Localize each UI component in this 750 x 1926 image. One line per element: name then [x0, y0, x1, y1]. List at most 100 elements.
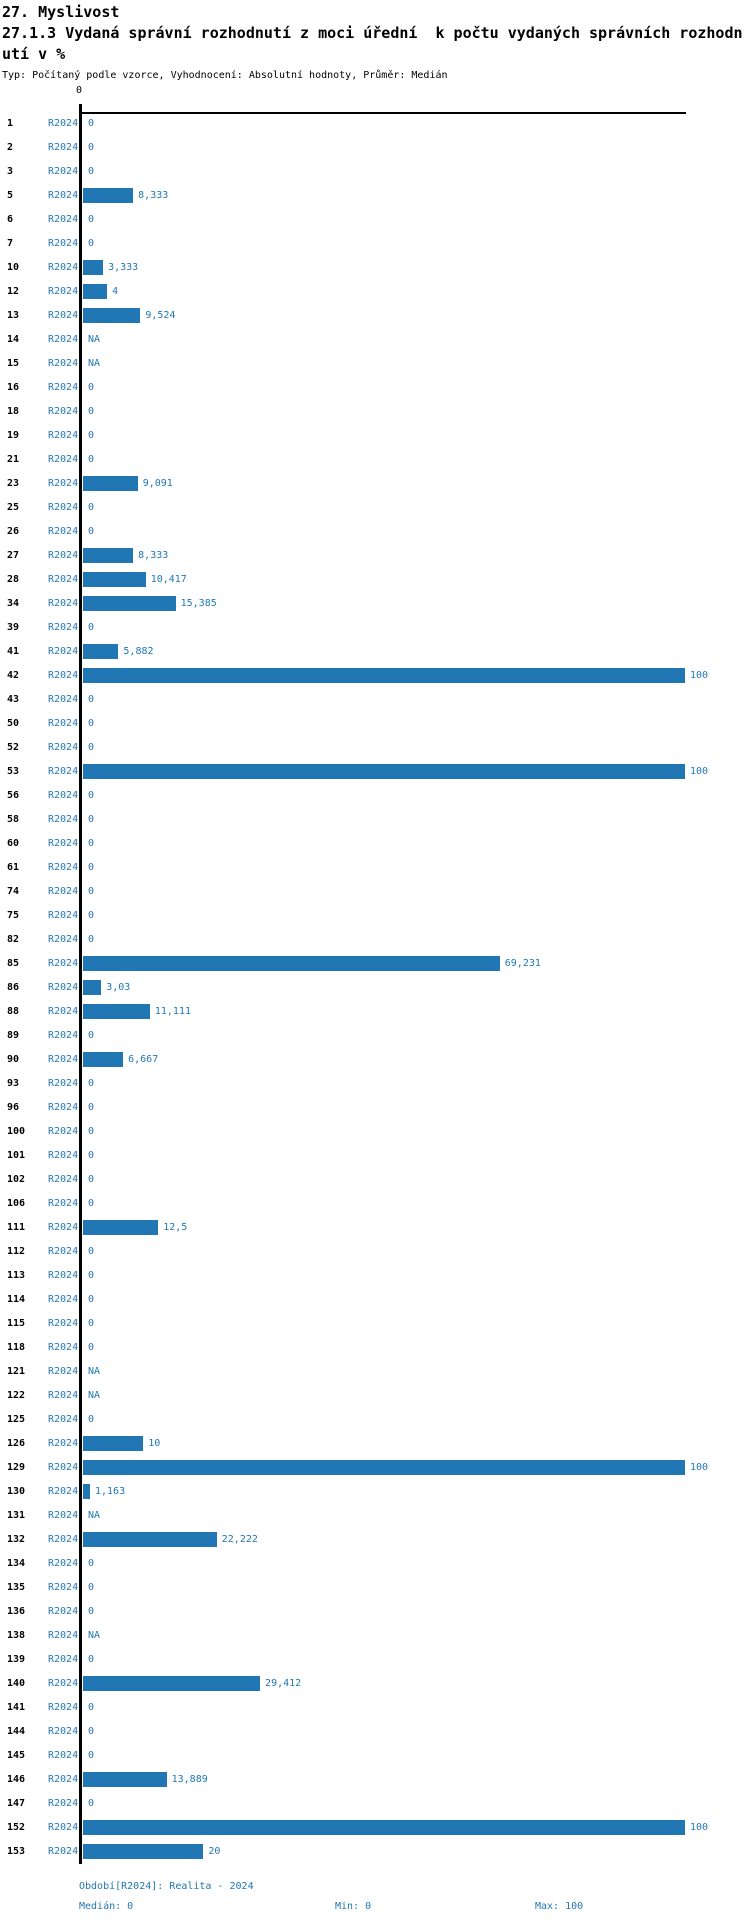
- series-label: R2024: [48, 189, 79, 201]
- row-id-label: 135: [7, 1581, 26, 1593]
- series-label: R2024: [48, 1701, 79, 1713]
- series-label: R2024: [48, 1125, 79, 1137]
- bar-area: 0: [83, 135, 94, 159]
- bar-area: 0: [83, 1335, 94, 1359]
- row-id-label: 43: [7, 693, 20, 705]
- value-label: 8,333: [138, 549, 169, 561]
- chart-row: 39 R2024 0: [0, 615, 750, 639]
- series-label: R2024: [48, 405, 79, 417]
- series-label: R2024: [48, 1341, 79, 1353]
- series-label: R2024: [48, 381, 79, 393]
- row-id-label: 145: [7, 1749, 26, 1761]
- value-label: 29,412: [265, 1677, 302, 1689]
- series-label: R2024: [48, 573, 79, 585]
- value-label: 0: [88, 213, 95, 225]
- value-label: 0: [88, 1725, 95, 1737]
- value-label: 3,03: [106, 981, 131, 993]
- series-label: R2024: [48, 213, 79, 225]
- bar-area: 0: [83, 1743, 94, 1767]
- row-id-label: 136: [7, 1605, 26, 1617]
- row-id-label: 113: [7, 1269, 26, 1281]
- value-label: 4: [112, 285, 119, 297]
- row-id-label: 115: [7, 1317, 26, 1329]
- value-label: 0: [88, 741, 95, 753]
- row-id-label: 144: [7, 1725, 26, 1737]
- value-label: 0: [88, 885, 95, 897]
- series-label: R2024: [48, 909, 79, 921]
- row-id-label: 85: [7, 957, 20, 969]
- chart-row: 18 R2024 0: [0, 399, 750, 423]
- row-id-label: 138: [7, 1629, 26, 1641]
- row-id-label: 146: [7, 1773, 26, 1785]
- series-label: R2024: [48, 1773, 79, 1785]
- bar-area: 0: [83, 879, 94, 903]
- chart-row: 144 R2024 0: [0, 1719, 750, 1743]
- chart-row: 34 R2024 15,385: [0, 591, 750, 615]
- series-label: R2024: [48, 1365, 79, 1377]
- value-label: 0: [88, 1557, 95, 1569]
- series-label: R2024: [48, 1461, 79, 1473]
- bar-area: 0: [83, 1119, 94, 1143]
- value-bar: [83, 1003, 150, 1019]
- value-label: 0: [88, 1605, 95, 1617]
- bar-area: 0: [83, 687, 94, 711]
- value-label: NA: [88, 357, 101, 369]
- chart-row: 134 R2024 0: [0, 1551, 750, 1575]
- chart-row: 115 R2024 0: [0, 1311, 750, 1335]
- value-label: 13,889: [171, 1773, 208, 1785]
- row-id-label: 10: [7, 261, 20, 273]
- chart-row: 147 R2024 0: [0, 1791, 750, 1815]
- bar-area: 6,667: [83, 1047, 158, 1071]
- series-label: R2024: [48, 1245, 79, 1257]
- bar-area: NA: [83, 1623, 100, 1647]
- bar-area: 0: [83, 1167, 94, 1191]
- value-label: 0: [88, 1077, 95, 1089]
- chart-row: 52 R2024 0: [0, 735, 750, 759]
- value-label: 9,091: [142, 477, 173, 489]
- series-label: R2024: [48, 1149, 79, 1161]
- value-bar: [83, 1435, 144, 1451]
- value-bar: [83, 475, 138, 491]
- value-label: 3,333: [108, 261, 139, 273]
- chart-row: 146 R2024 13,889: [0, 1767, 750, 1791]
- bar-area: 0: [83, 207, 94, 231]
- value-label: 0: [88, 693, 95, 705]
- value-label: 22,222: [221, 1533, 258, 1545]
- value-label: 0: [88, 525, 95, 537]
- bar-area: 0: [83, 1695, 94, 1719]
- value-label: 0: [88, 1197, 95, 1209]
- bar-area: 0: [83, 1143, 94, 1167]
- row-id-label: 88: [7, 1005, 20, 1017]
- series-label: R2024: [48, 933, 79, 945]
- bar-area: 0: [83, 159, 94, 183]
- series-label: R2024: [48, 1101, 79, 1113]
- row-id-label: 100: [7, 1125, 26, 1137]
- series-label: R2024: [48, 1413, 79, 1425]
- series-label: R2024: [48, 501, 79, 513]
- bar-area: 0: [83, 399, 94, 423]
- value-bar: [83, 595, 176, 611]
- series-label: R2024: [48, 357, 79, 369]
- value-bar: [83, 1819, 685, 1835]
- value-bar: [83, 1483, 90, 1499]
- value-label: 20: [208, 1845, 221, 1857]
- series-label: R2024: [48, 453, 79, 465]
- value-bar: [83, 763, 685, 779]
- series-label: R2024: [48, 1005, 79, 1017]
- row-id-label: 26: [7, 525, 20, 537]
- value-label: 0: [88, 1245, 95, 1257]
- chart-row: 25 R2024 0: [0, 495, 750, 519]
- row-id-label: 121: [7, 1365, 26, 1377]
- bar-area: 4: [83, 279, 118, 303]
- footer-period: Období[R2024]: Realita - 2024: [79, 1881, 254, 1892]
- chart-row: 6 R2024 0: [0, 207, 750, 231]
- chart-row: 21 R2024 0: [0, 447, 750, 471]
- value-label: 0: [88, 1293, 95, 1305]
- chart-row: 89 R2024 0: [0, 1023, 750, 1047]
- chart-row: 26 R2024 0: [0, 519, 750, 543]
- chart-row: 141 R2024 0: [0, 1695, 750, 1719]
- value-label: NA: [88, 333, 101, 345]
- row-id-label: 28: [7, 573, 20, 585]
- value-label: 15,385: [180, 597, 217, 609]
- chart-row: 15 R2024 NA: [0, 351, 750, 375]
